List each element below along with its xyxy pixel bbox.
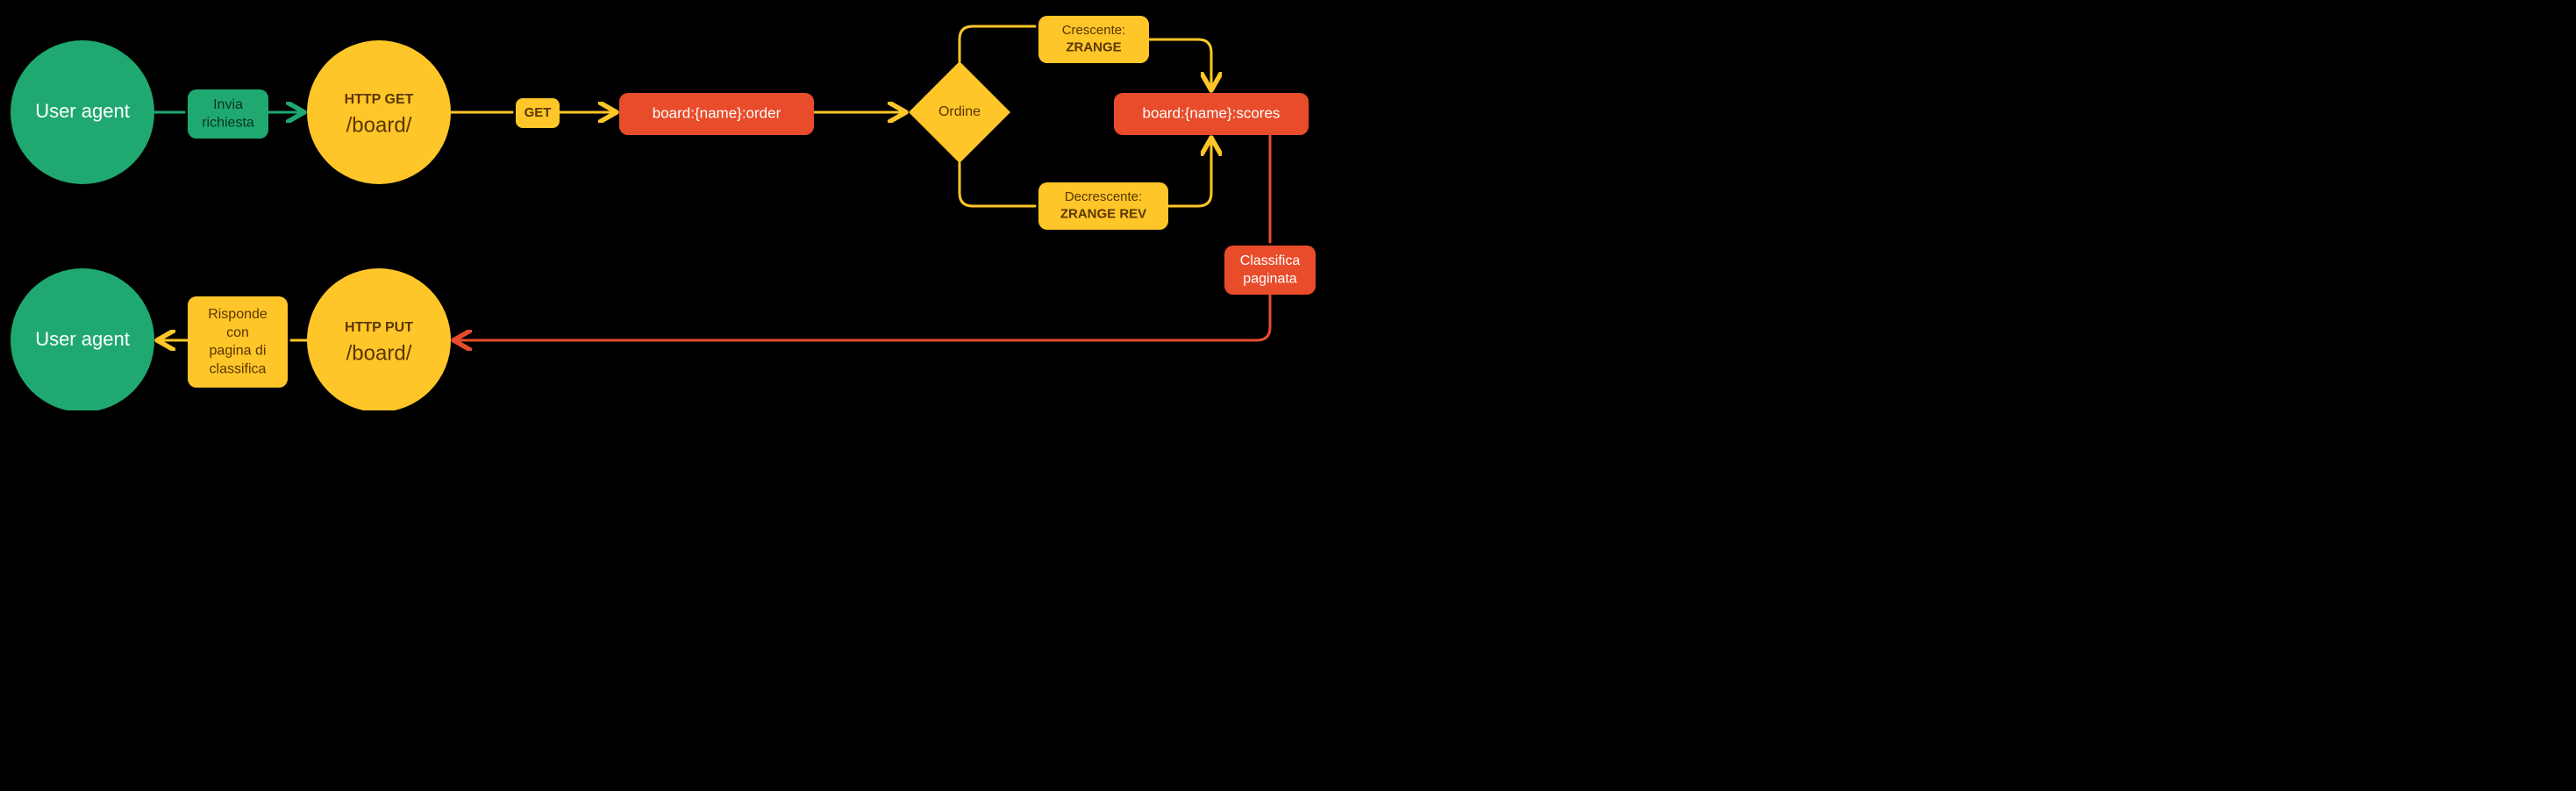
svg-text:richiesta: richiesta bbox=[202, 116, 254, 131]
svg-text:Crescente:: Crescente: bbox=[1062, 23, 1126, 38]
node-crescente: Crescente: ZRANGE bbox=[1038, 16, 1149, 63]
svg-text:/board/: /board/ bbox=[346, 341, 412, 365]
svg-text:Ordine: Ordine bbox=[938, 104, 981, 119]
edge-decrescente-scores bbox=[1168, 140, 1211, 206]
node-paginata: Classifica paginata bbox=[1224, 246, 1316, 295]
svg-text:Decrescente:: Decrescente: bbox=[1065, 189, 1142, 204]
svg-text:HTTP GET: HTTP GET bbox=[345, 92, 414, 107]
svg-text:/board/: /board/ bbox=[346, 113, 412, 137]
edge-ordine-decrescente bbox=[960, 163, 1035, 206]
node-ordine: Ordine bbox=[909, 61, 1010, 163]
svg-text:pagina di: pagina di bbox=[210, 344, 267, 359]
svg-text:ZRANGE: ZRANGE bbox=[1066, 40, 1121, 55]
node-risponde: Risponde con pagina di classifica bbox=[188, 296, 288, 388]
node-httpget: HTTP GET/board/ bbox=[307, 40, 451, 184]
node-ua2: User agent bbox=[11, 268, 154, 410]
svg-text:board:{name}:order: board:{name}:order bbox=[653, 104, 781, 121]
node-httpput: HTTP PUT/board/ bbox=[307, 268, 451, 410]
node-scores: board:{name}:scores bbox=[1114, 93, 1309, 135]
node-ua1: User agent bbox=[11, 40, 154, 184]
svg-text:classifica: classifica bbox=[210, 361, 267, 376]
edge-crescente-scores bbox=[1149, 39, 1211, 88]
svg-text:HTTP PUT: HTTP PUT bbox=[345, 320, 413, 335]
svg-text:board:{name}:scores: board:{name}:scores bbox=[1143, 104, 1281, 121]
svg-text:User agent: User agent bbox=[35, 328, 130, 350]
node-invia: Invia richiesta bbox=[188, 89, 268, 139]
flow-diagram: User agent Invia richiesta HTTP GET/board/G… bbox=[0, 0, 1333, 410]
svg-text:Invia: Invia bbox=[213, 97, 243, 112]
edge-paginata-httpput bbox=[456, 295, 1270, 340]
svg-text:User agent: User agent bbox=[35, 100, 130, 122]
node-decrescente: Decrescente: ZRANGE REV bbox=[1038, 182, 1168, 230]
svg-text:Risponde: Risponde bbox=[208, 307, 268, 322]
svg-text:ZRANGE REV: ZRANGE REV bbox=[1060, 207, 1146, 222]
svg-text:GET: GET bbox=[524, 105, 552, 120]
svg-text:Classifica: Classifica bbox=[1240, 253, 1301, 268]
edge-ordine-crescente bbox=[960, 26, 1035, 61]
svg-text:con: con bbox=[226, 325, 249, 340]
svg-text:paginata: paginata bbox=[1243, 272, 1296, 287]
node-get: GET bbox=[516, 98, 560, 128]
node-order: board:{name}:order bbox=[619, 93, 814, 135]
